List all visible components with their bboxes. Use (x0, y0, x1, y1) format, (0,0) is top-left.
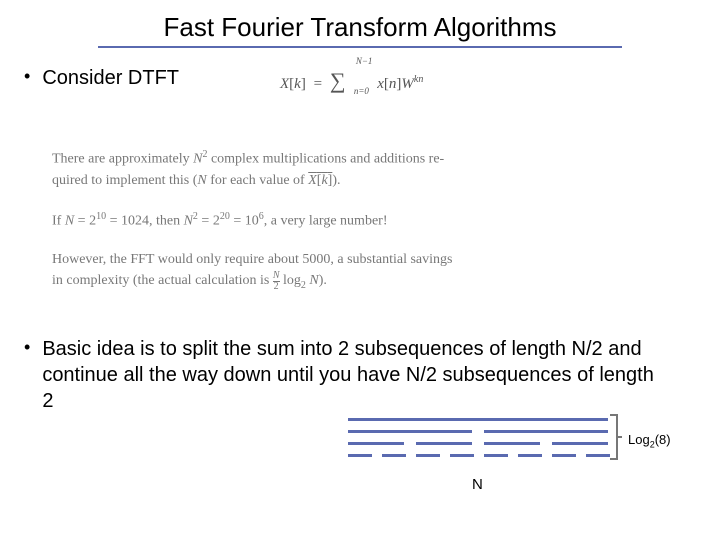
diagram-line (484, 430, 608, 433)
p1-t5: ). (332, 173, 340, 188)
bullet-text: Consider DTFT (42, 65, 179, 91)
paragraph-3: However, the FFT would only require abou… (0, 249, 720, 293)
p1-Nfor: N (197, 173, 206, 188)
diagram-line (484, 454, 508, 457)
bullet-2: • Basic idea is to split the sum into 2 … (24, 336, 696, 414)
p2-t1: If (52, 213, 65, 228)
paragraph-1: There are approximately N2 complex multi… (0, 147, 720, 191)
p1-t2: complex multiplications and additions re… (207, 152, 444, 167)
sum-lower: n=0 (354, 86, 369, 96)
p3-t1: However, the FFT would only require abou… (52, 252, 452, 267)
bullet-text: Basic idea is to split the sum into 2 su… (42, 336, 662, 414)
bullet-dot: • (24, 336, 30, 359)
diagram-line (382, 454, 406, 457)
formula-k: k (294, 76, 301, 92)
sigma-icon: ∑ (330, 68, 346, 94)
p3-Nend: N (309, 273, 318, 288)
p1-Xk-k: k (321, 173, 327, 188)
p2-eq4: = 10 (230, 213, 259, 228)
title-underline (98, 46, 622, 48)
summation: N−1 ∑ n=0 (330, 68, 346, 94)
n-label: N (472, 476, 483, 493)
diagram-line (416, 442, 472, 445)
bullet-dot: • (24, 65, 30, 88)
diagram-line (450, 454, 474, 457)
p2-t2: , a very large number! (264, 213, 388, 228)
diagram-line (416, 454, 440, 457)
diagram-line (586, 454, 610, 457)
dtft-formula: X[k] = N−1 ∑ n=0 x[n]Wkn (280, 68, 423, 94)
formula-x: x (377, 76, 384, 92)
p3-t5: ). (319, 273, 327, 288)
p2-eq2: = 1024, then (106, 213, 184, 228)
p2-exp2: 20 (220, 211, 230, 222)
p2-N: N (65, 213, 74, 228)
split-diagram: Log2(8)N (348, 418, 628, 490)
p1-Xk-X: X (308, 173, 317, 188)
log-label: Log2(8) (628, 432, 671, 450)
bracket-tick (610, 414, 616, 416)
p1-t3: quired to implement this ( (52, 173, 197, 188)
bracket-tick (610, 458, 616, 460)
diagram-line (552, 454, 576, 457)
formula-eq: = (314, 76, 322, 92)
diagram-line (484, 442, 540, 445)
p3-t3: log (280, 273, 301, 288)
sum-upper: N−1 (356, 56, 373, 66)
p2-N2: N (184, 213, 193, 228)
diagram-line (552, 442, 608, 445)
diagram-line (348, 454, 372, 457)
p3-fden: 2 (273, 281, 280, 292)
diagram-line (518, 454, 542, 457)
p1-t4: for each value of (207, 173, 308, 188)
p2-eq3: = 2 (198, 213, 220, 228)
diagram-line (348, 442, 404, 445)
diagram-line (348, 430, 472, 433)
formula-exp: kn (414, 74, 423, 85)
p3-fnum: N (273, 270, 280, 281)
paragraph-2: If N = 210 = 1024, then N2 = 220 = 106, … (0, 209, 720, 232)
p2-exp1: 10 (96, 211, 106, 222)
bracket-mid-tick (616, 436, 622, 438)
page-title: Fast Fourier Transform Algorithms (0, 0, 720, 43)
diagram-line (348, 418, 608, 421)
formula-W: W (401, 76, 414, 92)
p1-t1: There are approximately (52, 152, 193, 167)
p2-eq1: = 2 (74, 213, 96, 228)
formula-X: X (280, 76, 289, 92)
p3-t2: in complexity (the actual calculation is (52, 273, 273, 288)
